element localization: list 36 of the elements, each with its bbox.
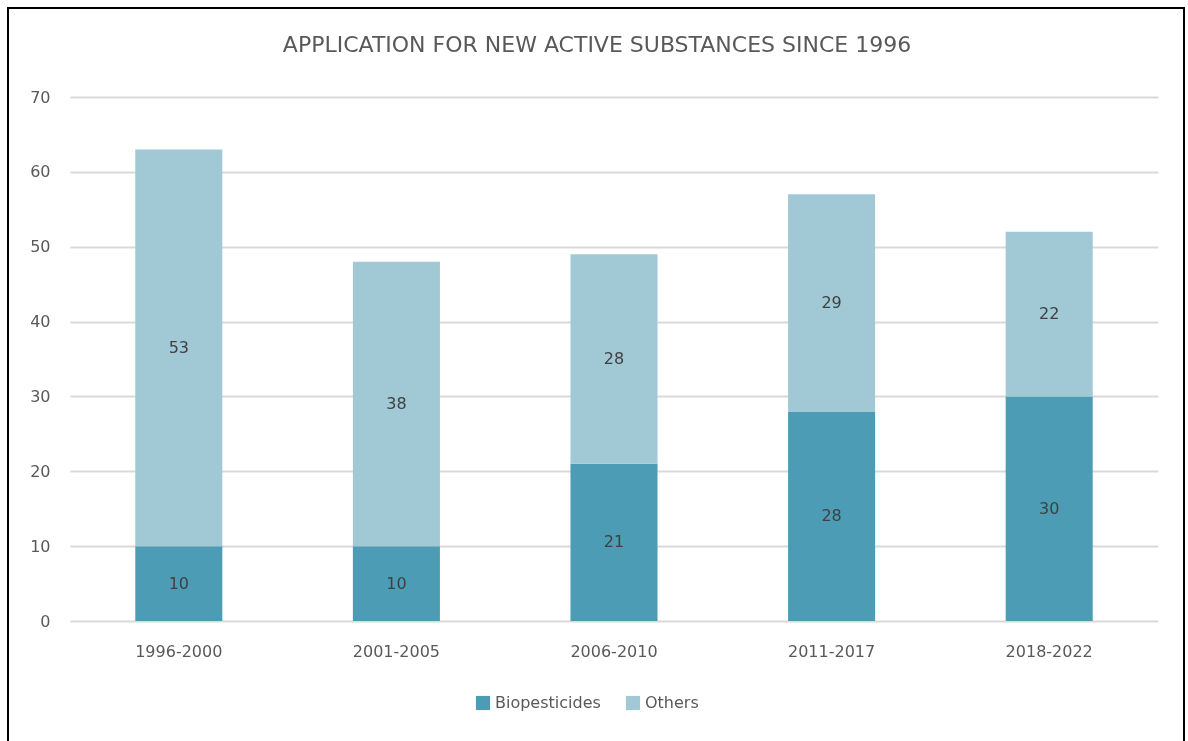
bar [570,254,658,464]
x-tick-label: 1996-2000 [135,641,223,661]
chart-title: APPLICATION FOR NEW ACTIVE SUBSTANCES SINCE 1996 [282,32,912,57]
data-label: 29 [821,292,842,312]
data-label: 28 [603,349,625,368]
data-label: 21 [603,532,625,552]
bar [352,546,440,621]
y-tick-label: 40 [30,312,51,332]
data-label: 53 [168,337,189,357]
data-label: 28 [821,506,842,526]
bar [1005,231,1093,397]
legend-label: Others [645,693,699,712]
y-tick-label: 20 [30,461,51,481]
x-tick-label: 2018-2022 [1005,641,1093,661]
y-tick-label: 10 [30,536,51,556]
data-label: 10 [386,573,407,593]
x-tick-label: 2006-2010 [570,641,658,661]
bar [352,261,440,547]
bar [135,149,223,547]
bar [788,411,876,621]
y-tick-label: 30 [30,386,51,406]
data-label: 10 [168,573,189,593]
y-tick-label: 70 [30,87,51,107]
data-label: 38 [386,393,407,413]
y-tick-label: 50 [30,237,51,257]
data-label: 22 [1039,304,1060,324]
x-tick-label: 2001-2005 [352,641,441,661]
bar [135,546,223,621]
bar [1005,396,1093,621]
bar [570,463,658,621]
legend-label: Biopesticides [495,693,601,712]
x-tick-label: 2011-2017 [787,641,876,661]
y-tick-label: 60 [30,162,51,182]
y-tick-label: 0 [40,611,51,631]
data-label: 30 [1039,498,1060,518]
bar [788,194,876,412]
